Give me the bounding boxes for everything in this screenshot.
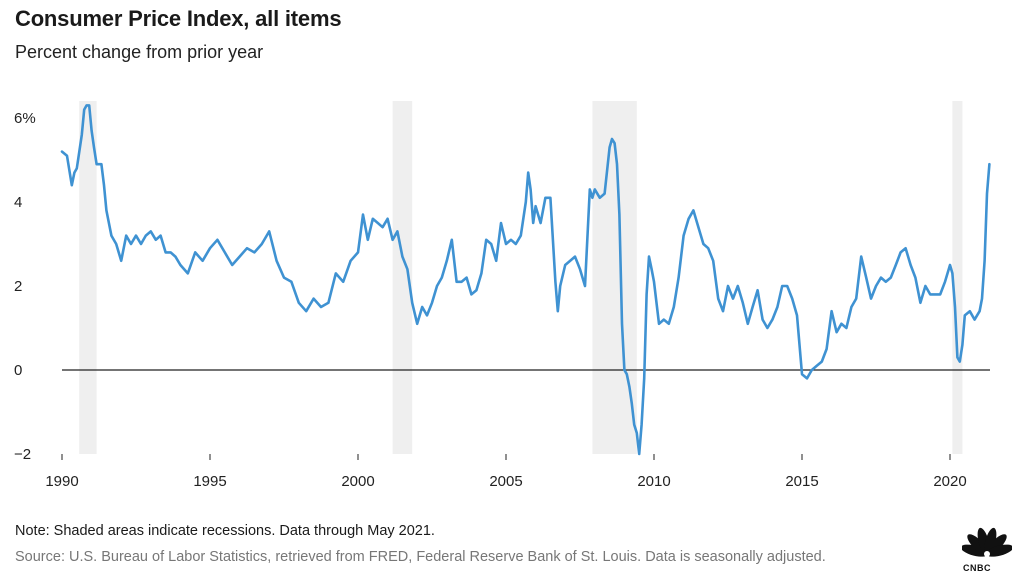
y-tick-label: 2: [14, 278, 22, 295]
source-note: Source: U.S. Bureau of Labor Statistics,…: [15, 549, 826, 565]
x-tick-label: 1990: [45, 473, 78, 490]
y-tick-label: 0: [14, 362, 22, 379]
cnbc-logo-text: CNBC: [963, 563, 991, 573]
chart-title: Consumer Price Index, all items: [15, 6, 342, 31]
y-tick-label: 4: [14, 194, 22, 211]
recession-band-0: [79, 101, 97, 454]
x-tick-label: 2010: [637, 473, 670, 490]
y-tick-label: −2: [14, 446, 31, 463]
x-tick-label: 2005: [489, 473, 522, 490]
recession-note: Note: Shaded areas indicate recessions. …: [15, 523, 435, 539]
x-tick-label: 2020: [933, 473, 966, 490]
x-tick-label: 1995: [193, 473, 226, 490]
recession-band-1: [392, 101, 413, 454]
cpi-series-line: [60, 104, 991, 456]
y-axis-ticks: −2 0 2 4 6%: [14, 110, 36, 463]
x-axis-ticks: 1990 1995 2000 2005 2010 2015 2020: [45, 454, 967, 490]
y-tick-label: 6%: [14, 110, 36, 127]
recession-band-3: [952, 101, 963, 454]
cpi-line-chart: −2 0 2 4 6% 1990 1995 2000 2005 2010 2015 2020: [14, 101, 991, 490]
x-tick-label: 2000: [341, 473, 374, 490]
chart-subtitle: Percent change from prior year: [15, 42, 264, 62]
x-tick-label: 2015: [785, 473, 818, 490]
cnbc-peacock-logo: [962, 527, 1012, 557]
recession-shading: [79, 101, 963, 454]
